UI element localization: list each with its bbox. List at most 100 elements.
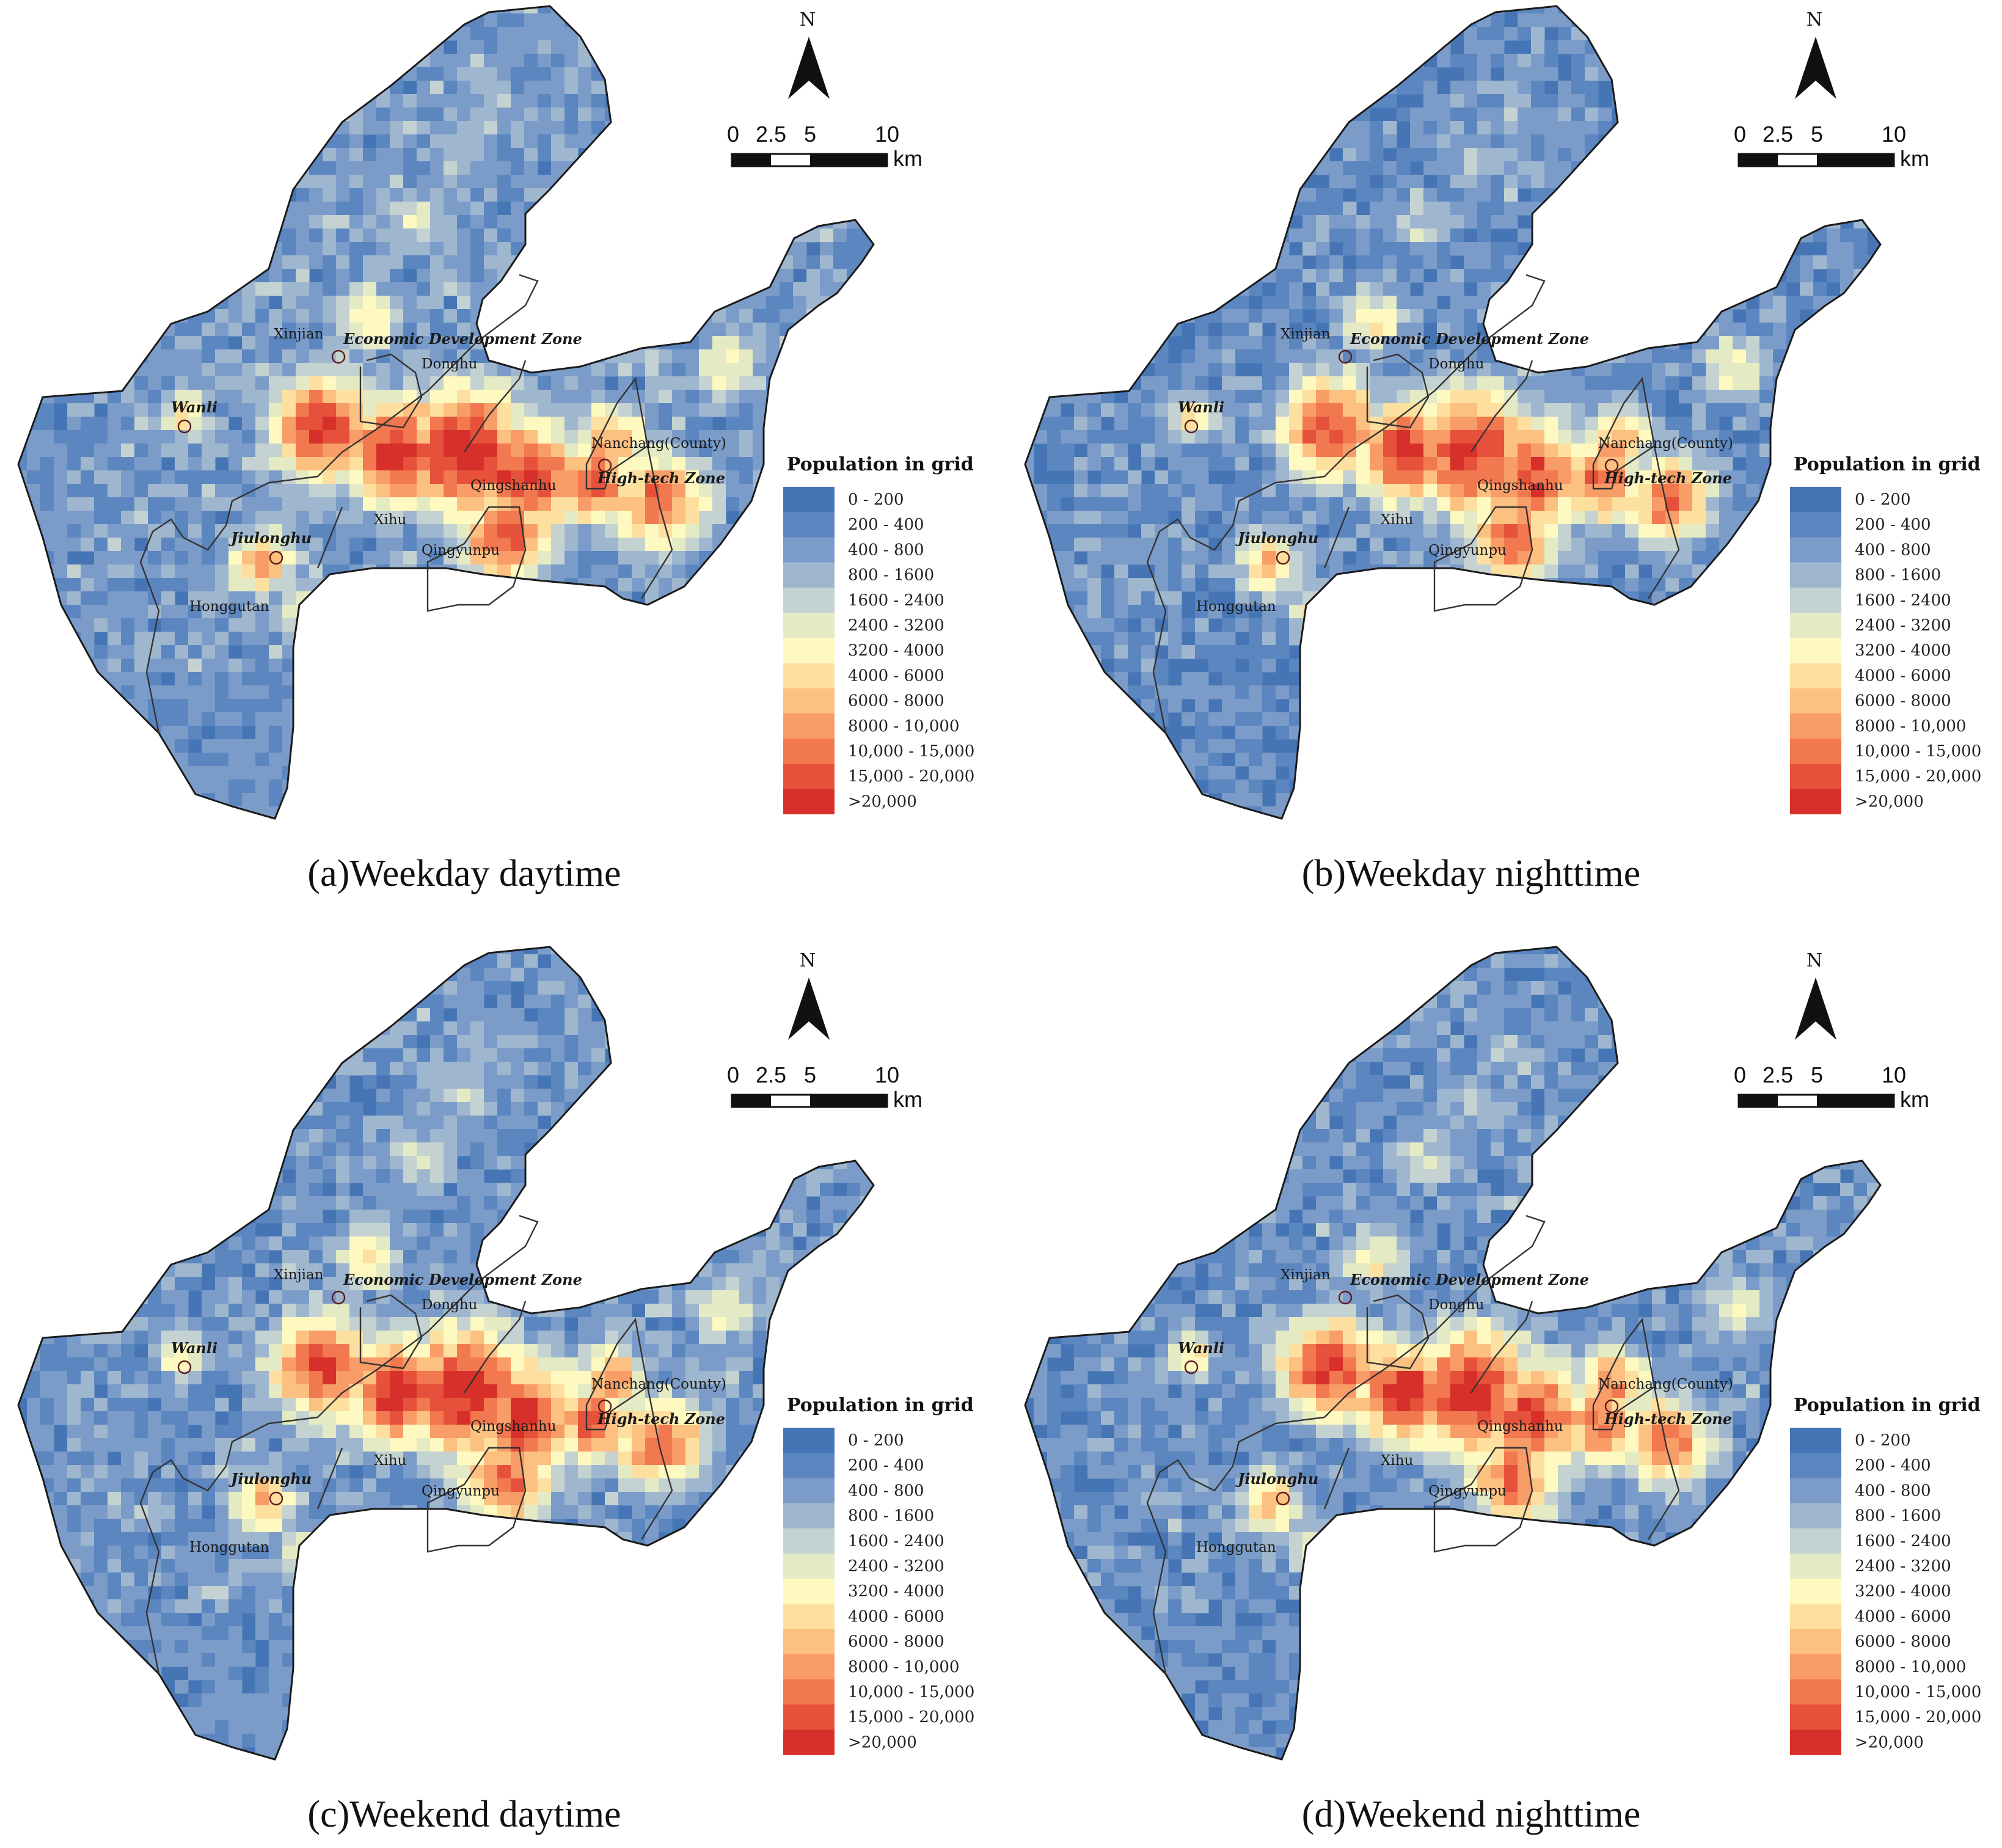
grid-cell xyxy=(1101,108,1115,122)
grid-cell xyxy=(551,564,565,579)
grid-cell xyxy=(417,296,431,310)
grid-cell xyxy=(470,753,484,767)
grid-cell xyxy=(659,296,673,310)
grid-cell xyxy=(1047,94,1061,108)
grid-cell xyxy=(188,376,202,390)
grid-cell xyxy=(699,215,713,229)
grid-cell xyxy=(739,215,753,229)
grid-cell xyxy=(430,524,444,538)
grid-cell xyxy=(215,820,229,834)
grid-cell xyxy=(699,645,713,659)
grid-cell xyxy=(323,417,337,431)
grid-cell xyxy=(134,269,148,283)
grid-cell xyxy=(202,578,216,592)
grid-cell xyxy=(914,108,928,122)
grid-cell xyxy=(336,175,350,189)
grid-cell xyxy=(417,255,431,269)
grid-cell xyxy=(618,417,632,431)
grid-cell xyxy=(349,659,364,673)
grid-cell xyxy=(242,202,256,216)
grid-cell xyxy=(511,108,525,122)
grid-cell xyxy=(860,363,874,377)
grid-cell xyxy=(175,645,189,659)
grid-cell xyxy=(18,726,27,740)
grid-cell xyxy=(215,739,229,753)
grid-cell xyxy=(376,323,390,337)
grid-cell xyxy=(255,820,269,834)
grid-cell xyxy=(336,551,350,565)
grid-cell xyxy=(1652,54,1666,68)
grid-cell xyxy=(511,726,525,740)
grid-cell xyxy=(1383,54,1397,68)
grid-cell xyxy=(175,564,189,579)
grid-cell xyxy=(1101,54,1115,68)
grid-cell xyxy=(121,108,135,122)
grid-cell xyxy=(578,376,592,390)
grid-cell xyxy=(94,255,108,269)
grid-cell xyxy=(551,672,565,686)
grid-cell xyxy=(1477,54,1491,68)
grid-cell xyxy=(551,296,565,310)
grid-cell xyxy=(672,484,686,498)
grid-cell xyxy=(403,40,417,54)
grid-cell xyxy=(591,108,605,122)
grid-cell xyxy=(1679,94,1693,108)
grid-cell xyxy=(282,13,296,27)
grid-cell xyxy=(1921,13,1935,27)
grid-cell xyxy=(1262,67,1276,81)
grid-cell xyxy=(484,753,498,767)
grid-cell xyxy=(591,645,605,659)
grid-cell xyxy=(497,121,511,135)
grid-cell xyxy=(40,753,54,767)
grid-cell xyxy=(780,6,794,14)
grid-cell xyxy=(1302,161,1317,175)
grid-cell xyxy=(390,524,404,538)
grid-cell xyxy=(524,81,538,95)
grid-cell xyxy=(175,175,189,189)
grid-cell xyxy=(444,766,458,780)
grid-cell xyxy=(591,820,605,834)
grid-cell xyxy=(94,175,108,189)
grid-cell xyxy=(874,296,888,310)
grid-cell xyxy=(1249,13,1263,27)
grid-cell xyxy=(148,363,162,377)
grid-cell xyxy=(470,444,484,458)
grid-cell xyxy=(497,444,511,458)
grid-cell xyxy=(605,309,619,323)
grid-cell xyxy=(175,242,189,256)
grid-cell xyxy=(94,659,108,673)
grid-cell xyxy=(591,538,605,552)
grid-cell xyxy=(81,27,95,41)
grid-cell xyxy=(269,215,283,229)
grid-cell xyxy=(202,121,216,135)
grid-cell xyxy=(672,242,686,256)
grid-cell xyxy=(444,336,458,350)
grid-cell xyxy=(739,618,753,632)
grid-cell xyxy=(726,551,740,565)
grid-cell xyxy=(94,511,108,525)
grid-cell xyxy=(672,511,686,525)
grid-cell xyxy=(847,81,861,95)
grid-cell xyxy=(242,323,256,337)
grid-cell xyxy=(511,618,525,632)
grid-cell xyxy=(175,323,189,337)
grid-cell xyxy=(390,753,404,767)
grid-cell xyxy=(551,470,565,484)
grid-cell xyxy=(1276,134,1290,148)
grid-cell xyxy=(457,309,471,323)
grid-cell xyxy=(1329,6,1343,14)
grid-cell xyxy=(699,444,713,458)
grid-cell xyxy=(538,27,552,41)
grid-cell xyxy=(188,269,202,283)
grid-cell xyxy=(148,511,162,525)
place-label: Xihu xyxy=(374,512,406,528)
grid-cell xyxy=(403,591,417,605)
grid-cell xyxy=(470,820,484,834)
grid-cell xyxy=(766,726,780,740)
grid-cell xyxy=(632,551,646,565)
grid-cell xyxy=(255,564,269,579)
grid-cell xyxy=(578,524,592,538)
grid-cell xyxy=(309,564,323,579)
grid-cell xyxy=(1652,108,1666,122)
grid-cell xyxy=(1638,27,1653,41)
